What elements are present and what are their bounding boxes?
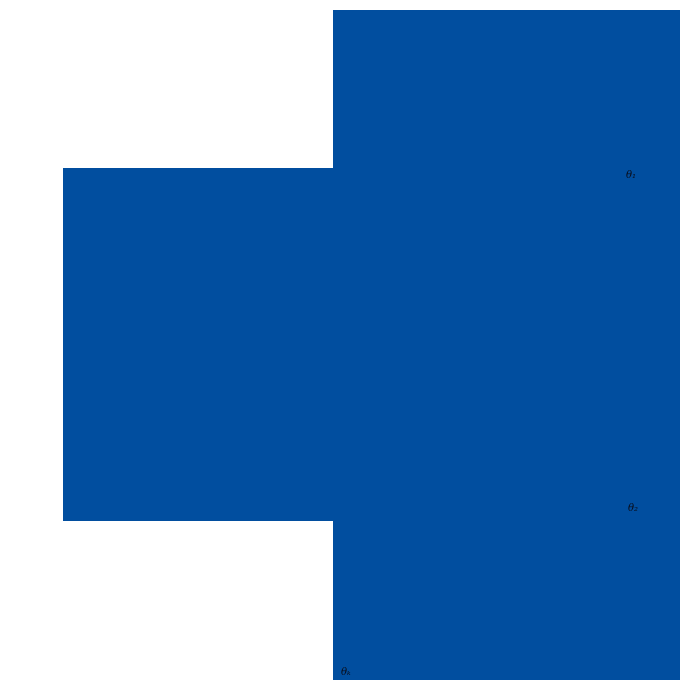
blue-rectangle-tall: [333, 10, 680, 680]
blue-rectangle-wide: [63, 168, 333, 521]
label-theta-k: θₖ: [341, 667, 351, 678]
label-theta-1: θ₁: [626, 170, 637, 181]
label-theta-2: θ₂: [628, 503, 639, 514]
